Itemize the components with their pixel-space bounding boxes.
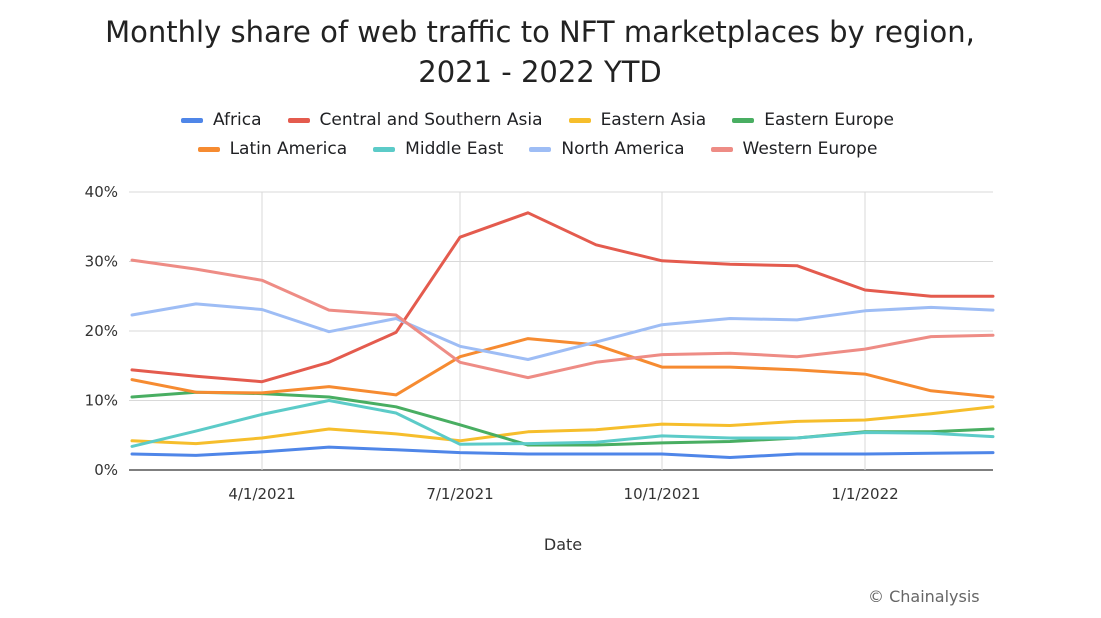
legend-swatch <box>568 117 591 123</box>
tick-layer: 0% 10% 20% 30% 40% 4/1/2021 7/1/2021 10/1/2021 1… <box>85 183 899 503</box>
y-tick-label: 30% <box>85 253 118 271</box>
legend-item: Western Europe <box>710 139 878 159</box>
legend-swatch <box>287 117 310 123</box>
legend-item: Africa <box>181 110 262 130</box>
y-tick-label: 20% <box>85 322 118 340</box>
legend-swatch <box>181 117 203 123</box>
series-line-eastern-asia <box>130 405 995 446</box>
legend-label: North America <box>561 139 685 159</box>
grid-layer <box>129 191 993 471</box>
legend-swatch <box>197 146 220 152</box>
legend-label: Middle East <box>405 139 504 159</box>
legend-label: Latin America <box>229 139 348 159</box>
series-layer <box>130 211 995 459</box>
series-line-middle-east <box>130 399 995 448</box>
legend-item: Latin America <box>197 139 348 159</box>
x-axis-label: Date <box>544 535 582 554</box>
y-tick-label: 0% <box>94 461 118 479</box>
legend-item: Eastern Asia <box>568 110 707 130</box>
x-tick-label: 1/1/2022 <box>831 485 898 503</box>
y-tick-label: 40% <box>85 183 118 201</box>
legend-item: Central and Southern Asia <box>287 110 543 130</box>
series-line-latin-america <box>130 337 995 399</box>
x-tick-label: 10/1/2021 <box>624 485 701 503</box>
legend-row-2: Latin America Middle East North America Wes… <box>0 139 1075 159</box>
legend-item: North America <box>529 139 685 159</box>
legend-swatch <box>732 117 755 123</box>
legend-item: Eastern Europe <box>732 110 894 130</box>
legend-swatch <box>710 146 733 152</box>
x-tick-label: 7/1/2021 <box>426 485 493 503</box>
chart-title-line-1: Monthly share of web traffic to NFT mark… <box>105 15 975 49</box>
legend-label: Western Europe <box>742 139 878 159</box>
series-line-africa <box>130 445 995 459</box>
legend-row-1: Africa Central and Southern Asia Eastern A… <box>0 110 1075 130</box>
chart-title-line-2: 2021 - 2022 YTD <box>418 55 662 89</box>
series-line-western-europe <box>130 258 995 380</box>
source-credit: © Chainalysis <box>868 587 980 606</box>
legend-label: Africa <box>213 110 262 130</box>
legend-label: Eastern Asia <box>600 110 707 130</box>
legend-item: Middle East <box>373 139 503 159</box>
legend-label: Eastern Europe <box>764 110 894 130</box>
legend-swatch <box>373 146 396 152</box>
legend-swatch <box>529 146 552 152</box>
series-line-central-and-southern-asia <box>130 211 995 384</box>
y-tick-label: 10% <box>85 392 118 410</box>
series-line-north-america <box>130 302 995 361</box>
legend-label: Central and Southern Asia <box>319 110 543 130</box>
x-tick-label: 4/1/2021 <box>228 485 295 503</box>
